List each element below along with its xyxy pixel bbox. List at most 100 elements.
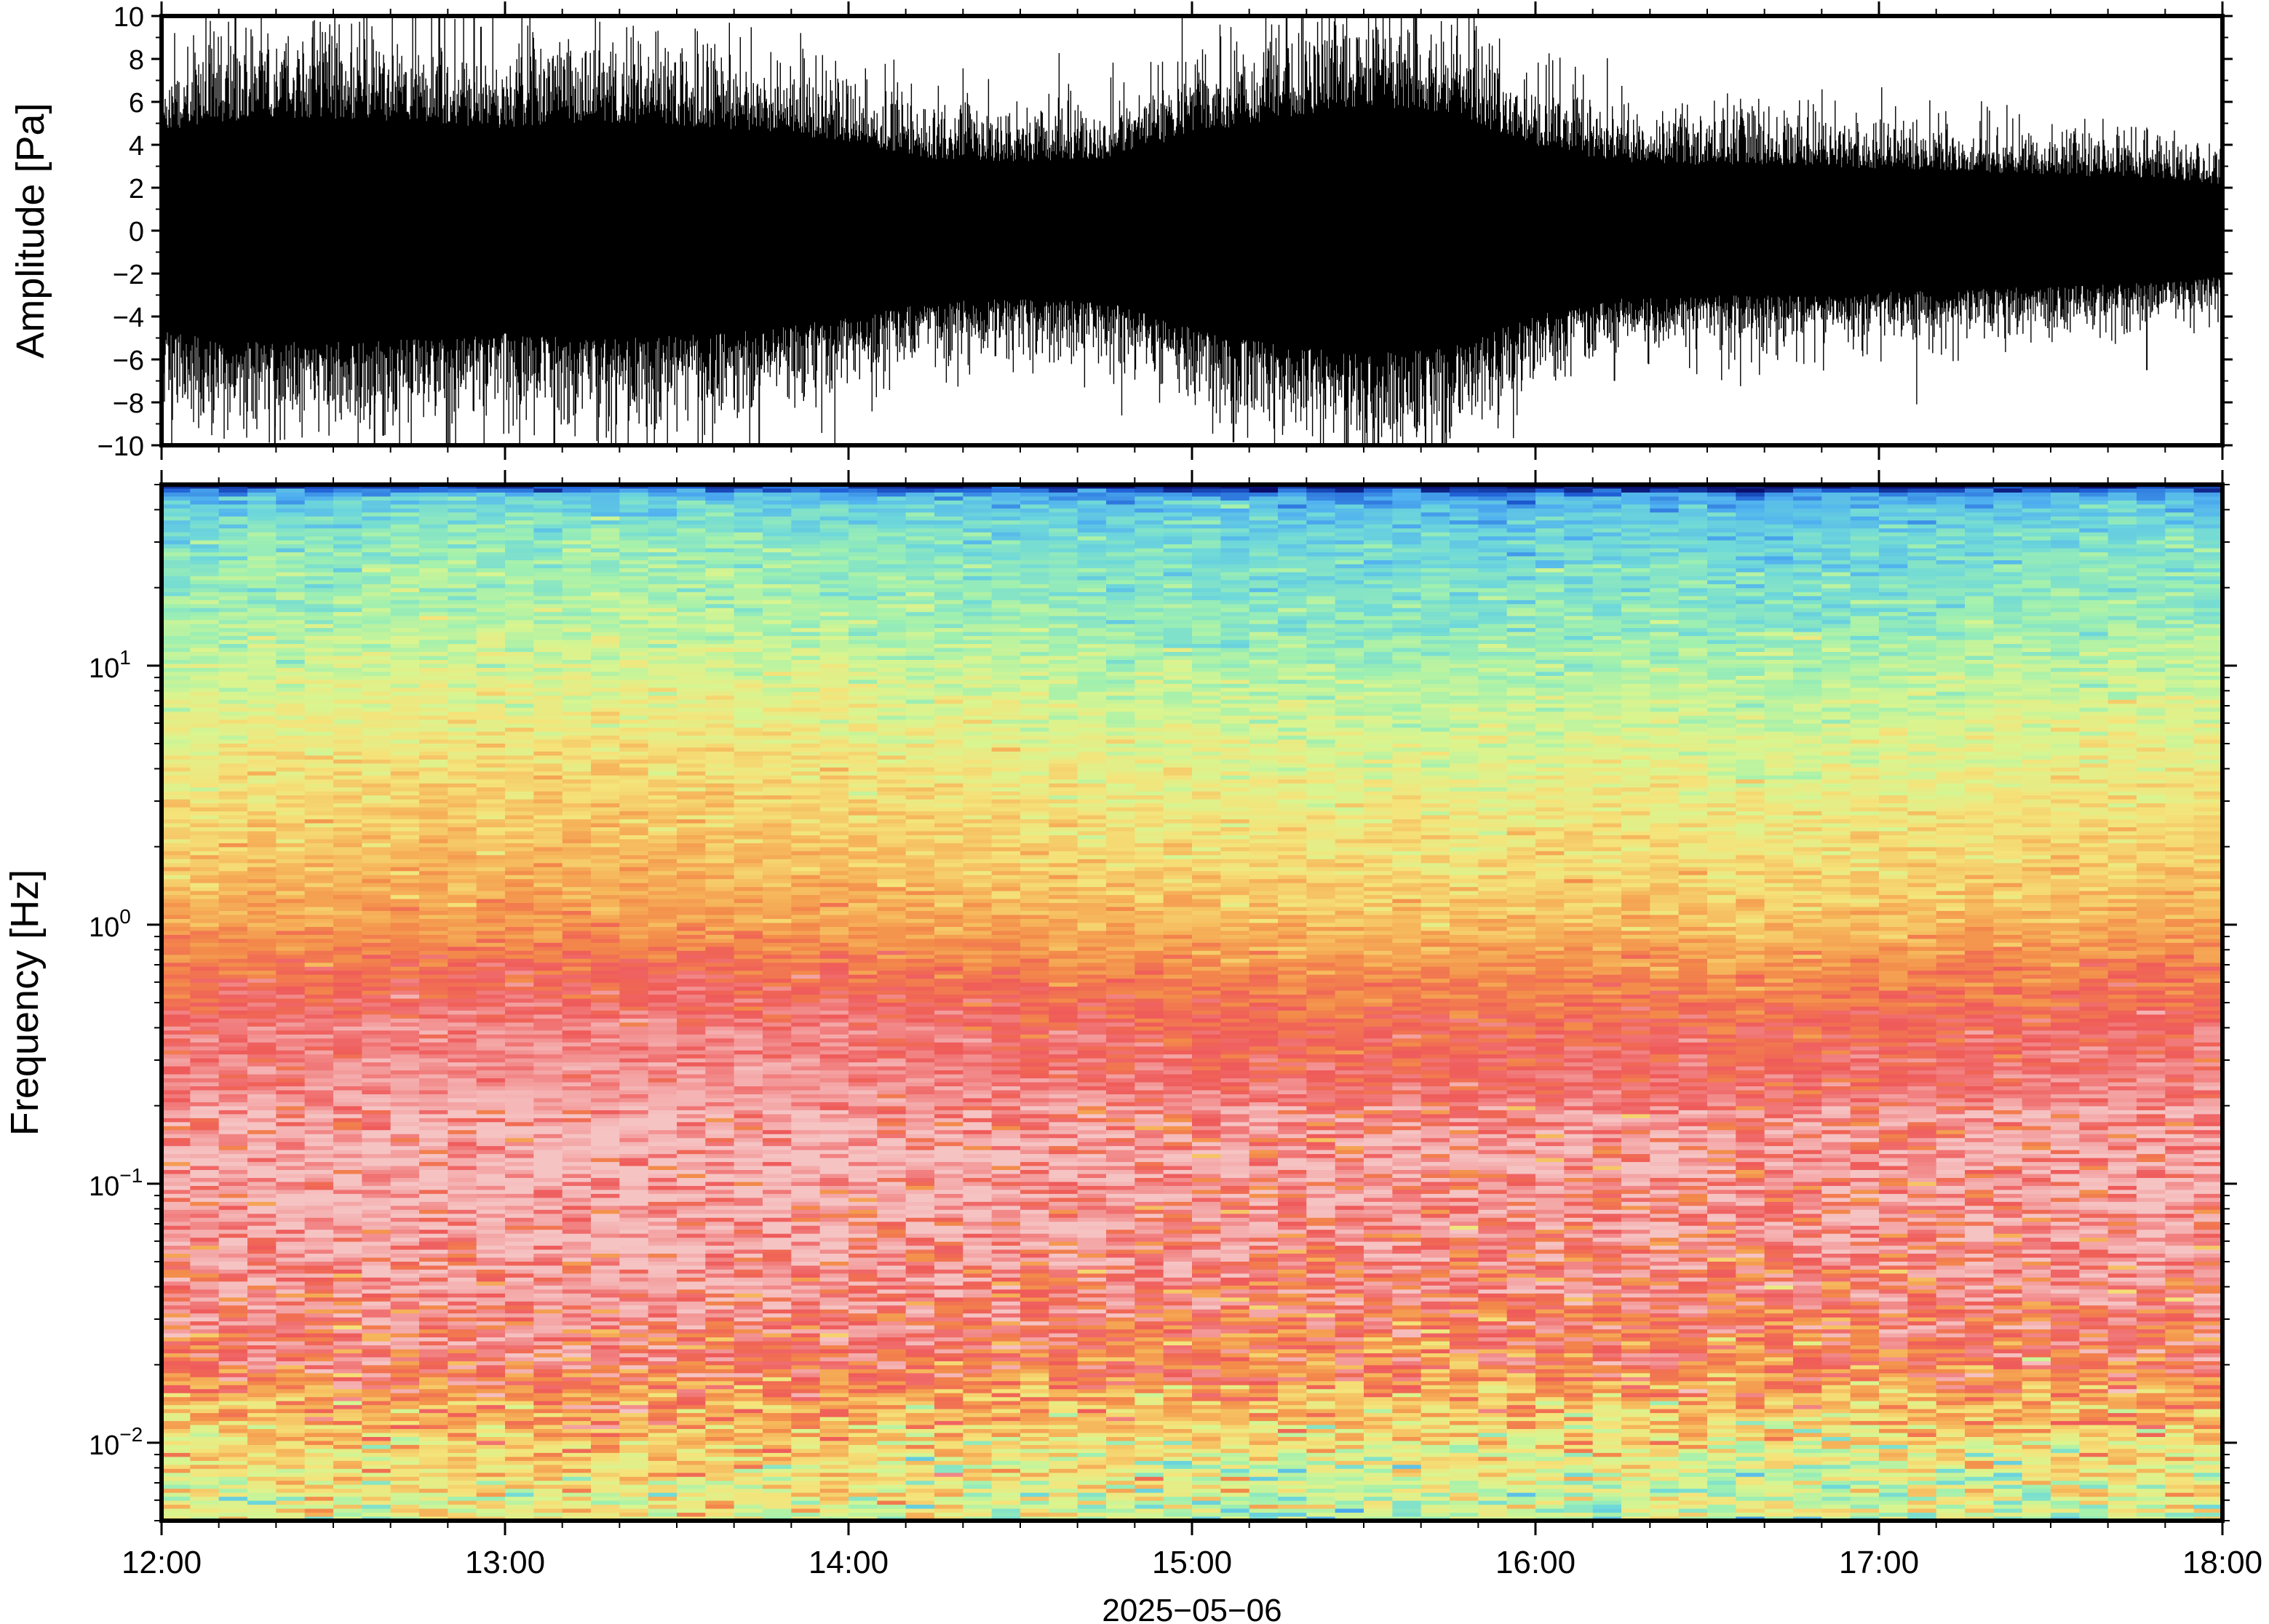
- spectrogram-cell: [619, 1429, 649, 1434]
- spectrogram-cell: [419, 843, 448, 848]
- spectrogram-cell: [562, 1217, 592, 1222]
- spectrogram-cell: [190, 1381, 220, 1386]
- spectrogram-cell: [448, 1500, 477, 1505]
- spectrogram-cell: [390, 1441, 420, 1446]
- spectrogram-cell: [390, 524, 420, 529]
- spectrogram-cell: [162, 859, 191, 864]
- spectrogram-cell: [362, 1417, 392, 1422]
- spectrogram-cell: [304, 903, 334, 908]
- spectrogram-cell: [505, 576, 534, 581]
- spectrogram-cell: [304, 915, 334, 920]
- spectrogram-cell: [419, 1337, 448, 1342]
- spectrogram-cell: [304, 1142, 334, 1147]
- spectrogram-cell: [333, 1273, 362, 1278]
- spectrogram-cell: [619, 803, 649, 808]
- spectrogram-cell: [218, 855, 248, 860]
- spectrogram-cell: [190, 1174, 220, 1179]
- spectrogram-cell: [304, 731, 334, 736]
- spectrogram-cell: [362, 720, 392, 725]
- spectrogram-cell: [162, 1130, 191, 1135]
- spectrogram-cell: [218, 1090, 248, 1095]
- spectrogram-cell: [162, 1102, 191, 1107]
- spectrogram-cell: [333, 1357, 362, 1362]
- spectrogram-cell: [648, 1301, 677, 1306]
- spectrogram-cell: [476, 1130, 506, 1135]
- spectrogram-cell: [190, 827, 220, 832]
- spectrogram-cell: [162, 1389, 191, 1394]
- spectrogram-cell: [533, 1246, 563, 1251]
- spectrogram-cell: [304, 1238, 334, 1243]
- spectrogram-cell: [304, 1182, 334, 1187]
- spectrogram-cell: [333, 624, 362, 629]
- spectrogram-cell: [419, 939, 448, 944]
- spectrogram-cell: [190, 1150, 220, 1155]
- spectrogram-cell: [476, 1190, 506, 1195]
- spectrogram-cell: [562, 1134, 592, 1139]
- spectrogram-cell: [333, 1409, 362, 1414]
- spectrogram-cell: [390, 1138, 420, 1143]
- spectrogram-cell: [190, 1401, 220, 1406]
- spectrogram-cell: [619, 696, 649, 701]
- spectrogram-cell: [276, 903, 306, 908]
- spectrogram-cell: [476, 731, 506, 736]
- spectrogram-cell: [190, 1098, 220, 1103]
- spectrogram-cell: [677, 1118, 706, 1123]
- spectrogram-cell: [304, 879, 334, 884]
- spectrogram-cell: [677, 1066, 706, 1071]
- spectrogram-cell: [304, 1110, 334, 1115]
- spectrogram-cell: [562, 1050, 592, 1055]
- spectrogram-cell: [362, 759, 392, 764]
- spectrogram-cell: [162, 1246, 191, 1251]
- spectrogram-cell: [562, 931, 592, 936]
- spectrogram-cell: [304, 1353, 334, 1358]
- spectrogram-cell: [162, 1170, 191, 1175]
- spectrogram-cell: [619, 688, 649, 693]
- spectrogram-cell: [619, 907, 649, 912]
- spectrogram-cell: [276, 736, 306, 741]
- spectrogram-cell: [304, 1413, 334, 1418]
- spectrogram-cell: [333, 496, 362, 501]
- spectrogram-cell: [505, 1481, 534, 1486]
- spectrogram-cell: [218, 528, 248, 533]
- spectrogram-cell: [648, 704, 677, 709]
- spectrogram-cell: [619, 648, 649, 653]
- spectrogram-cell: [162, 592, 191, 597]
- spectrogram-cell: [648, 612, 677, 617]
- spectrogram-cell: [648, 1425, 677, 1430]
- spectrogram-cell: [648, 1513, 677, 1518]
- spectrogram-cell: [304, 508, 334, 513]
- spectrogram-cell: [591, 1070, 620, 1075]
- spectrogram-cell: [276, 492, 306, 498]
- spectrogram-cell: [276, 1297, 306, 1302]
- spectrogram-cell: [562, 835, 592, 840]
- spectrogram-cell: [247, 568, 277, 573]
- spectrogram-cell: [247, 540, 277, 545]
- spectrogram-cell: [390, 520, 420, 525]
- spectrogram-cell: [190, 1126, 220, 1131]
- spectrogram-cell: [677, 588, 706, 593]
- spectrogram-cell: [619, 1090, 649, 1095]
- spectrogram-cell: [419, 755, 448, 760]
- spectrogram-cell: [304, 1417, 334, 1422]
- spectrogram-cell: [677, 779, 706, 784]
- spectrogram-cell: [304, 1138, 334, 1143]
- spectrogram-cell: [533, 1078, 563, 1083]
- spectrogram-cell: [247, 1465, 277, 1470]
- spectrogram-cell: [648, 680, 677, 685]
- spectrogram-cell: [419, 907, 448, 912]
- spectrogram-cell: [333, 1492, 362, 1497]
- spectrogram-cell: [591, 966, 620, 971]
- spectrogram-cell: [419, 1018, 448, 1023]
- spectrogram-cell: [619, 604, 649, 609]
- spectrogram-cell: [648, 1365, 677, 1370]
- spectrogram-cell: [533, 1405, 563, 1410]
- spectrogram-cell: [505, 628, 534, 633]
- spectrogram-cell: [562, 1436, 592, 1442]
- spectrogram-cell: [390, 1193, 420, 1198]
- spectrogram-cell: [677, 899, 706, 904]
- spectrogram-cell: [362, 1349, 392, 1354]
- spectrogram-cell: [619, 1158, 649, 1163]
- spectrogram-cell: [190, 568, 220, 573]
- spectrogram-cell: [505, 536, 534, 541]
- spectrogram-cell: [419, 883, 448, 888]
